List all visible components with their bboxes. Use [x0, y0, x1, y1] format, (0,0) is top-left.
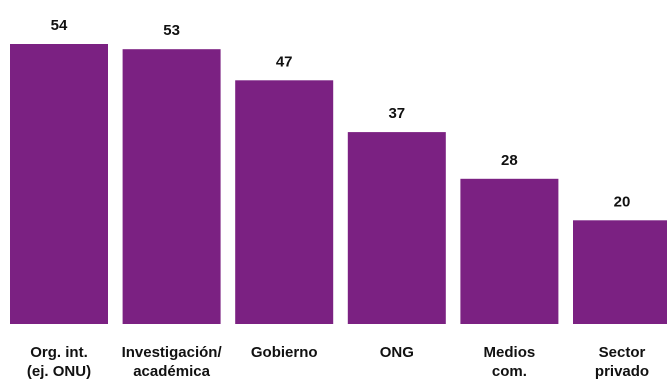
category-label-4: Medios com. — [484, 344, 536, 380]
bar-5 — [573, 220, 667, 324]
category-label-4-line-1: com. — [492, 363, 527, 380]
bar-1 — [122, 49, 221, 324]
value-label-5: 20 — [614, 193, 631, 210]
category-label-0-line-1: (ej. ONU) — [27, 363, 91, 380]
bar-0 — [10, 44, 108, 324]
category-labels-group: Org. int. (ej. ONU) Investigación/académic… — [27, 344, 649, 380]
bar-2 — [235, 80, 334, 324]
value-label-2: 47 — [276, 53, 293, 70]
category-label-5-line-1: privado — [595, 363, 649, 380]
category-label-4-line-0: Medios — [484, 344, 536, 361]
category-label-1-line-0: Investigación/ — [122, 344, 223, 361]
category-label-2-line-0: Gobierno — [251, 344, 318, 361]
category-label-1: Investigación/académica — [122, 344, 223, 380]
value-label-4: 28 — [501, 152, 518, 169]
bar-3 — [347, 132, 446, 324]
bars-group — [10, 44, 667, 324]
category-label-2: Gobierno — [251, 344, 318, 361]
value-label-1: 53 — [163, 22, 180, 39]
value-label-0: 54 — [51, 17, 68, 34]
value-label-3: 37 — [388, 105, 405, 122]
bar-4 — [460, 178, 559, 324]
value-labels-group: 54 53 47 37 28 20 — [51, 17, 631, 210]
category-label-3: ONG — [380, 344, 414, 361]
category-label-0: Org. int. (ej. ONU) — [27, 344, 91, 380]
category-label-1-line-1: académica — [133, 363, 210, 380]
category-label-3-line-0: ONG — [380, 344, 414, 361]
category-label-0-line-0: Org. int. — [30, 344, 88, 361]
category-label-5: Sector privado — [595, 344, 649, 380]
category-label-5-line-0: Sector — [599, 344, 646, 361]
